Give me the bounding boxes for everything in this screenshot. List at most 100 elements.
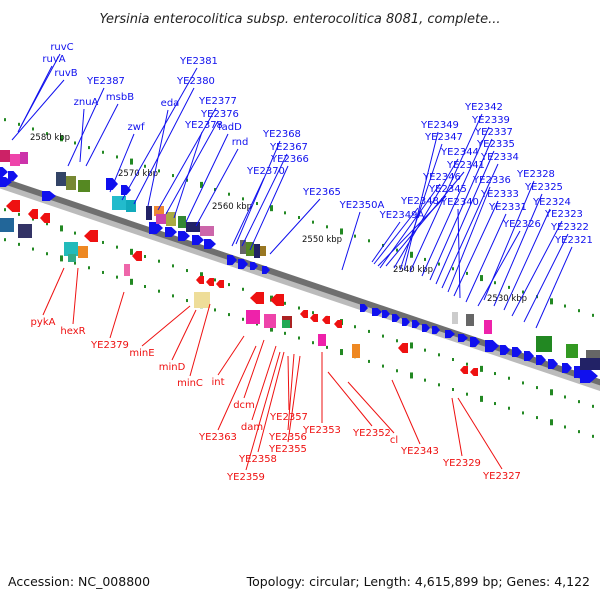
gene-label-zwf: zwf [128, 122, 145, 133]
gene-label-pykA: pykA [31, 317, 56, 328]
reverse-gene-arrow [270, 294, 284, 306]
tick-mark [200, 272, 203, 279]
gene-label-YE2350A: YE2350A [339, 200, 385, 211]
label-leader [453, 200, 499, 297]
tick-mark [452, 358, 454, 362]
feature-block [64, 242, 78, 256]
label-leader [11, 79, 65, 141]
label-leader [245, 351, 281, 471]
tick-mark [144, 164, 146, 168]
tick-mark [466, 392, 468, 396]
gene-label-YE2387: YE2387 [86, 76, 125, 87]
feature-block [56, 172, 66, 186]
gene-label-YE2380: YE2380 [176, 76, 215, 87]
reverse-gene-arrow [398, 343, 408, 353]
reverse-gene-arrow [40, 213, 50, 223]
gene-label-YE2353: YE2353 [302, 425, 341, 436]
tick-mark [480, 365, 483, 372]
feature-block [566, 344, 578, 358]
forward-gene-arrow [0, 167, 8, 177]
tick-mark [144, 255, 146, 259]
tick-mark [4, 238, 6, 242]
label-leader [165, 120, 219, 215]
label-leader [287, 355, 301, 443]
tick-mark [116, 245, 118, 249]
gene-label-cl: cl [390, 435, 398, 446]
label-leader [451, 397, 463, 457]
tick-mark [74, 261, 76, 265]
forward-gene-arrow [485, 340, 499, 352]
label-leader [147, 109, 169, 207]
label-leader [447, 186, 491, 293]
label-leader [503, 208, 551, 311]
gene-label-minE: minE [129, 348, 154, 359]
tick-mark [186, 178, 188, 182]
scale-label: 2530 kbp [487, 294, 527, 304]
label-leader [465, 213, 507, 303]
gene-label-eda: eda [161, 98, 180, 109]
tick-mark [508, 376, 510, 380]
map-title: Yersinia enterocolitica subsp. enterocol… [99, 12, 500, 27]
tick-mark [494, 402, 496, 406]
forward-gene-arrow [392, 314, 400, 322]
tick-mark [564, 395, 566, 399]
feature-block [282, 320, 290, 328]
tick-mark [18, 242, 20, 246]
tick-mark [550, 298, 553, 305]
reverse-gene-arrow [334, 320, 342, 328]
forward-gene-arrow [562, 363, 572, 373]
tick-mark [298, 215, 300, 219]
forward-gene-arrow [8, 171, 18, 181]
gene-label-YE2349: YE2349 [420, 120, 459, 131]
label-leader [185, 133, 229, 223]
feature-block [264, 314, 276, 328]
feature-block [166, 212, 176, 226]
tick-mark [452, 388, 454, 392]
label-leader [17, 65, 53, 133]
tick-mark [550, 389, 553, 396]
label-leader [249, 165, 289, 251]
forward-gene-arrow [192, 235, 204, 245]
tick-mark [312, 311, 314, 315]
gene-label-YE2363: YE2363 [198, 432, 237, 443]
tick-mark [480, 395, 483, 402]
label-leader [477, 230, 521, 307]
tick-mark [284, 331, 286, 335]
label-leader [257, 351, 285, 453]
forward-gene-arrow [402, 318, 410, 326]
forward-gene-arrow [121, 185, 131, 195]
feature-block [260, 246, 266, 256]
gene-label-YE2337: YE2337 [474, 127, 513, 138]
tick-mark [368, 239, 370, 243]
scale-label: 2570 kbp [118, 169, 158, 179]
tick-mark [242, 317, 244, 321]
gene-label-YE2343: YE2343 [400, 446, 439, 457]
label-leaders [11, 53, 573, 471]
gene-label-hexR: hexR [60, 326, 85, 337]
tick-mark [214, 278, 216, 282]
tick-mark [298, 306, 300, 310]
tick-mark [130, 278, 133, 285]
tick-mark [564, 304, 566, 308]
feature-block [178, 216, 186, 228]
forward-gene-arrow [524, 351, 534, 361]
gene-label-YE2358: YE2358 [238, 454, 277, 465]
label-leader [235, 140, 281, 245]
scale-label: 2580 kbp [30, 133, 70, 143]
gene-label-YE2344: YE2344 [440, 147, 479, 158]
gene-label-minC: minC [177, 378, 203, 389]
tick-mark [578, 309, 580, 313]
tick-mark [354, 325, 356, 329]
label-leader [287, 353, 295, 431]
feature-block [156, 214, 166, 224]
feature-block [194, 292, 210, 308]
tick-mark [130, 158, 133, 165]
tick-mark [396, 248, 398, 252]
tick-mark [18, 122, 20, 126]
tick-mark [18, 212, 20, 216]
reverse-gene-arrow [310, 314, 318, 322]
gene-label-ruvA: ruvA [42, 54, 65, 65]
gene-label-YE2345: YE2345 [428, 184, 467, 195]
feature-block [466, 314, 474, 326]
forward-gene-arrow [548, 359, 558, 369]
